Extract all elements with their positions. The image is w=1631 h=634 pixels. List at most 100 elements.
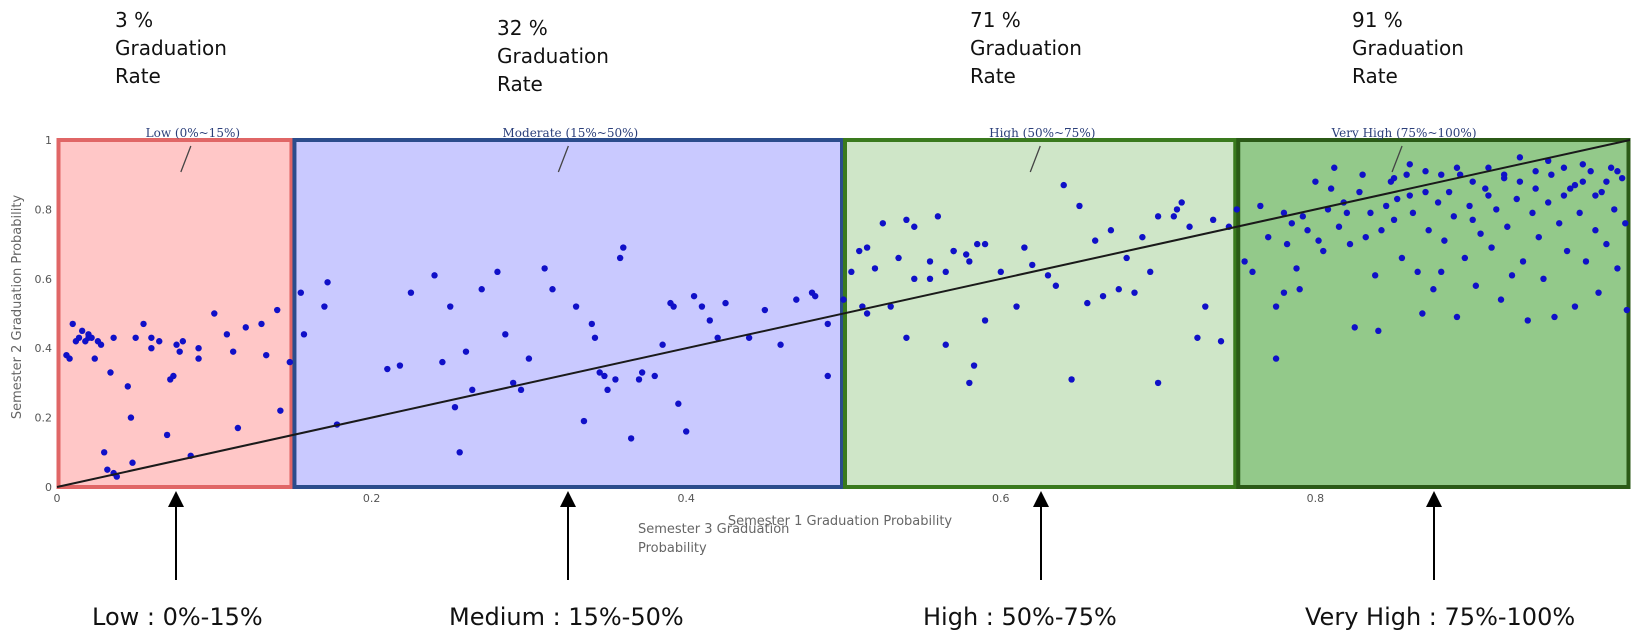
data-point xyxy=(1346,240,1354,248)
data-point xyxy=(1422,168,1429,175)
data-point xyxy=(1154,379,1162,387)
data-point xyxy=(675,400,682,407)
data-point xyxy=(638,369,646,376)
data-point xyxy=(1335,223,1343,230)
data-point xyxy=(1320,247,1327,255)
data-point xyxy=(1516,178,1524,185)
rate-high-value: 71 % xyxy=(970,8,1021,32)
data-point xyxy=(1359,171,1366,178)
data-point xyxy=(69,320,76,328)
data-point xyxy=(469,386,476,394)
data-point xyxy=(722,299,729,307)
data-point xyxy=(1532,168,1539,175)
data-point xyxy=(1283,240,1291,248)
data-point xyxy=(110,334,117,341)
data-point xyxy=(1529,209,1536,217)
data-point xyxy=(1563,247,1571,255)
data-point xyxy=(1438,268,1445,276)
data-point xyxy=(451,403,459,411)
data-point xyxy=(903,334,910,341)
y-tick-label: 0 xyxy=(45,481,52,494)
data-point xyxy=(1422,188,1429,196)
x-tick-label: 0.6 xyxy=(992,492,1010,505)
y-axis-label: Semester 2 Graduation Probability xyxy=(10,195,25,420)
data-point xyxy=(148,334,155,341)
rate-medium-value: 32 % xyxy=(497,16,548,40)
data-point xyxy=(1614,265,1621,272)
data-point xyxy=(1202,303,1209,310)
data-point xyxy=(170,372,177,380)
data-point xyxy=(1390,174,1398,182)
data-point xyxy=(1560,192,1568,199)
data-point xyxy=(1378,227,1385,234)
data-point xyxy=(1356,188,1363,196)
data-point xyxy=(1343,209,1351,217)
data-point xyxy=(1123,254,1130,262)
data-point xyxy=(871,265,879,272)
data-point xyxy=(580,417,588,425)
data-point xyxy=(793,296,800,303)
data-point xyxy=(1614,168,1621,175)
data-point xyxy=(1390,216,1398,224)
region-label-pointer-2 xyxy=(1029,145,1041,173)
data-point xyxy=(1398,254,1406,262)
trend-line-path xyxy=(56,139,1631,488)
data-point xyxy=(85,334,92,341)
data-point xyxy=(1425,227,1432,234)
data-point xyxy=(1131,289,1138,296)
data-point xyxy=(1579,161,1587,168)
probability-regions: Low (0%~15%) Moderate (15%~50%) High (50%~… xyxy=(56,126,1631,489)
data-point xyxy=(1434,199,1442,206)
data-point xyxy=(706,317,713,324)
data-point xyxy=(1241,258,1248,265)
data-point xyxy=(1592,227,1599,234)
data-point xyxy=(1453,313,1461,321)
data-point xyxy=(1280,289,1288,296)
data-point xyxy=(75,334,83,341)
data-point xyxy=(1375,327,1382,335)
data-point xyxy=(1091,237,1099,244)
data-point xyxy=(462,348,470,355)
data-point xyxy=(1173,206,1181,213)
data-point xyxy=(1362,233,1369,241)
data-point xyxy=(1265,233,1272,241)
data-point xyxy=(1469,216,1476,224)
data-point xyxy=(911,275,918,282)
data-point xyxy=(1603,240,1610,248)
bottom-label-medium: Medium : 15%-50% xyxy=(449,603,684,631)
data-point xyxy=(517,386,525,394)
bottom-label-very-high: Very High : 75%-100% xyxy=(1305,603,1576,631)
rate-low-block: 3 % Graduation Rate xyxy=(115,6,227,90)
data-point xyxy=(129,459,136,466)
rate-low-line2: Rate xyxy=(115,64,161,88)
rate-very-high-value: 91 % xyxy=(1352,8,1403,32)
data-point xyxy=(1312,178,1319,185)
data-point xyxy=(1623,306,1631,314)
data-point xyxy=(1351,324,1358,331)
data-point xyxy=(1021,244,1028,251)
x-tick-label: 0 xyxy=(54,492,61,505)
data-point xyxy=(591,334,599,341)
data-point xyxy=(91,355,98,362)
data-point xyxy=(1029,261,1036,269)
data-point xyxy=(195,345,202,352)
region-label-1: Moderate (15%~50%) xyxy=(503,126,639,140)
region-3 xyxy=(1236,138,1631,489)
data-point xyxy=(229,348,237,355)
data-point xyxy=(714,334,721,341)
data-point xyxy=(277,407,284,414)
data-point xyxy=(1139,233,1146,241)
data-point xyxy=(525,355,533,362)
data-point xyxy=(1194,334,1201,341)
data-point xyxy=(1453,164,1461,171)
data-point xyxy=(761,306,769,314)
rate-very-high-line2: Rate xyxy=(1352,64,1398,88)
data-point xyxy=(384,365,391,373)
data-point xyxy=(903,216,910,224)
data-point xyxy=(1293,265,1300,272)
data-point xyxy=(1576,209,1583,217)
rate-high-line2: Rate xyxy=(970,64,1016,88)
data-point xyxy=(1500,174,1508,182)
data-point xyxy=(1532,185,1539,192)
data-point xyxy=(966,258,973,265)
